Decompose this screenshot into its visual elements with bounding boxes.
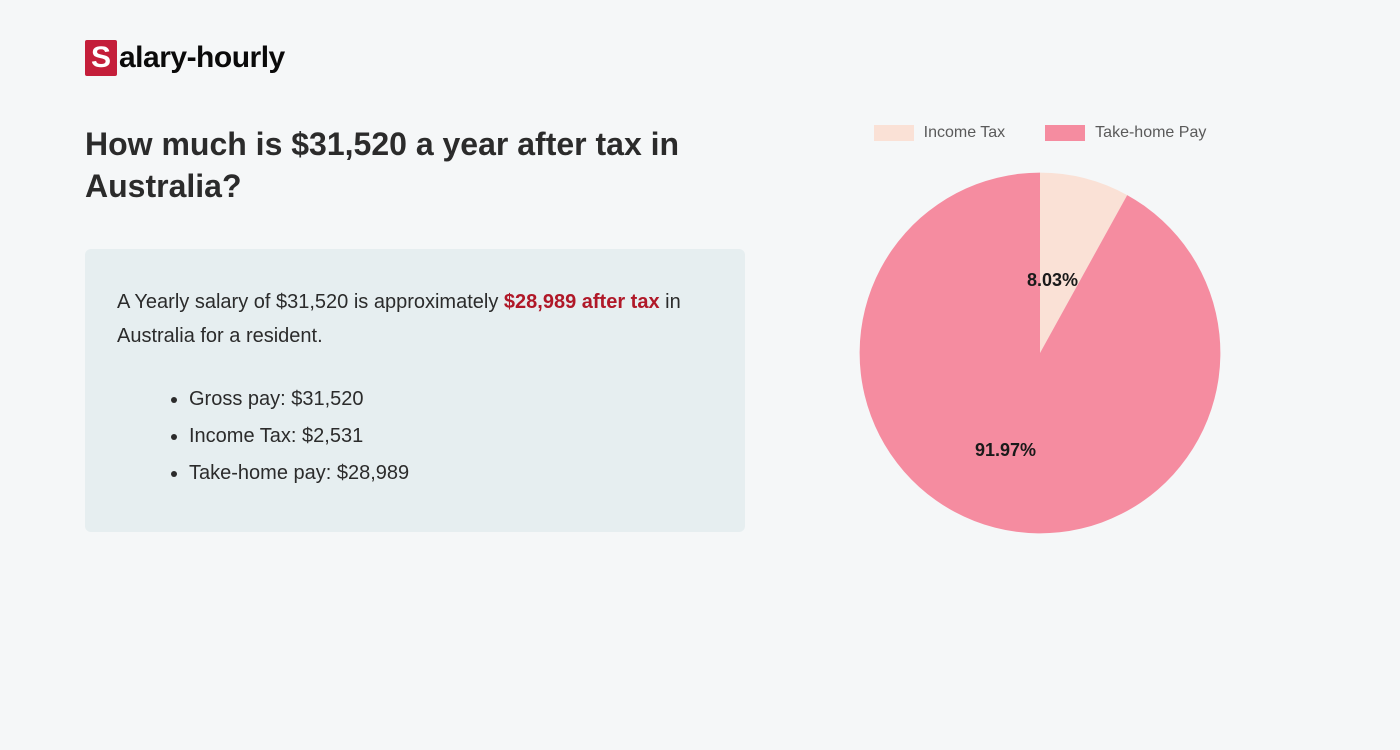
legend-swatch-income-tax (874, 125, 914, 141)
summary-box: A Yearly salary of $31,520 is approximat… (85, 249, 745, 532)
logo-s-badge: S (85, 40, 117, 76)
chart-legend: Income Tax Take-home Pay (825, 124, 1255, 142)
legend-swatch-take-home (1045, 125, 1085, 141)
legend-label-income-tax: Income Tax (924, 124, 1006, 142)
logo-text: alary-hourly (119, 41, 285, 75)
slice-label-income-tax: 8.03% (1027, 270, 1078, 291)
bullet-take-home-pay: Take-home pay: $28,989 (189, 455, 713, 492)
bullet-income-tax: Income Tax: $2,531 (189, 418, 713, 455)
summary-bullets: Gross pay: $31,520 Income Tax: $2,531 Ta… (117, 381, 713, 492)
pie-chart: 8.03% 91.97% (855, 158, 1225, 548)
legend-item-take-home: Take-home Pay (1045, 124, 1206, 142)
summary-text: A Yearly salary of $31,520 is approximat… (117, 285, 713, 353)
pie-svg (855, 158, 1225, 548)
pie-slice-1 (860, 173, 1221, 534)
legend-label-take-home: Take-home Pay (1095, 124, 1206, 142)
page-heading: How much is $31,520 a year after tax in … (85, 124, 745, 207)
summary-prefix: A Yearly salary of $31,520 is approximat… (117, 291, 504, 313)
logo: S alary-hourly (85, 40, 1315, 76)
slice-label-take-home: 91.97% (975, 440, 1036, 461)
summary-highlight: $28,989 after tax (504, 291, 660, 313)
bullet-gross-pay: Gross pay: $31,520 (189, 381, 713, 418)
legend-item-income-tax: Income Tax (874, 124, 1006, 142)
